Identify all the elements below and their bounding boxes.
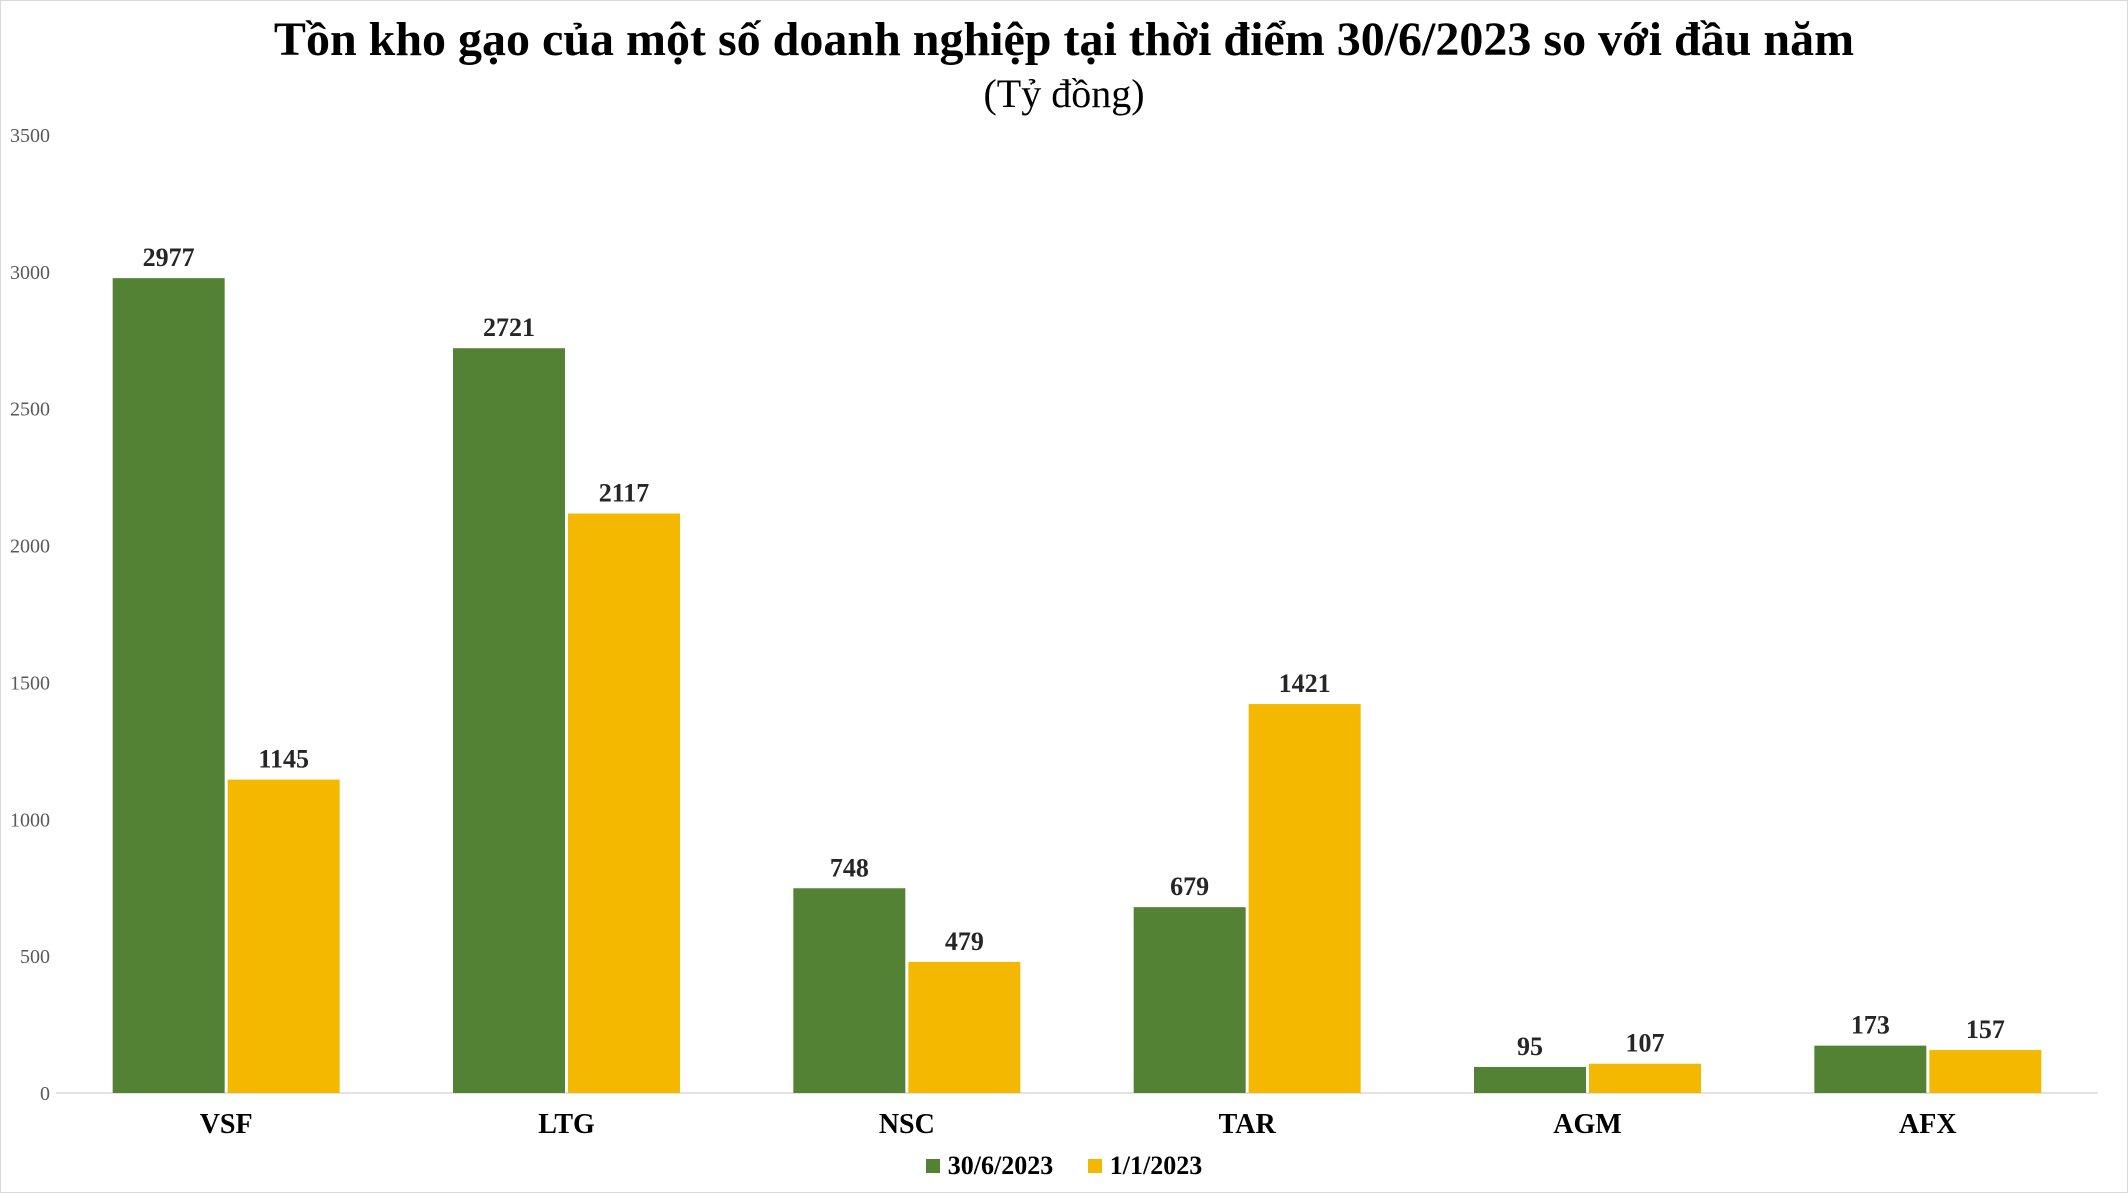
- bar-nsc-series-1: [908, 961, 1021, 1093]
- x-tick-label-afx: AFX: [1899, 1109, 1957, 1140]
- y-tick-label-500: 500: [20, 946, 50, 968]
- data-label-agm-series-1: 107: [1626, 1029, 1665, 1058]
- legend: 30/6/2023 1/1/2023: [0, 1150, 2128, 1181]
- data-label-vsf-series-0: 2977: [143, 243, 195, 272]
- x-tick-label-tar: TAR: [1219, 1109, 1277, 1140]
- y-tick-label-1000: 1000: [10, 809, 50, 831]
- data-label-afx-series-1: 157: [1966, 1015, 2005, 1044]
- data-label-ltg-series-0: 2721: [483, 313, 535, 342]
- y-tick-label-3000: 3000: [10, 262, 50, 284]
- legend-item-series-0: 30/6/2023: [925, 1151, 1054, 1181]
- x-tick-label-agm: AGM: [1553, 1109, 1621, 1140]
- data-label-afx-series-0: 173: [1851, 1011, 1890, 1040]
- x-tick-label-vsf: VSF: [200, 1109, 253, 1140]
- data-labels: 2977 1145 2721 2117 748 479 679 1421 95 107 173 157: [143, 243, 2005, 1061]
- bar-vsf-series-0: [112, 278, 225, 1093]
- chart-title: Tồn kho gạo của một số doanh nghiệp tại …: [273, 13, 1855, 66]
- x-tick-label-nsc: NSC: [879, 1109, 935, 1140]
- y-tick-label-2500: 2500: [10, 399, 50, 421]
- data-label-agm-series-0: 95: [1517, 1032, 1543, 1061]
- bar-ltg-series-0: [453, 348, 565, 1094]
- data-label-nsc-series-0: 748: [830, 853, 869, 882]
- bar-nsc-series-0: [793, 888, 906, 1093]
- bar-ltg-series-1: [568, 513, 680, 1093]
- bars-group: [112, 278, 2042, 1094]
- bar-tar-series-0: [1133, 907, 1246, 1093]
- legend-swatch-series-1: [1087, 1159, 1102, 1173]
- y-tick-label-3500: 3500: [10, 125, 50, 147]
- data-label-tar-series-0: 679: [1170, 872, 1209, 901]
- data-label-ltg-series-1: 2117: [599, 479, 650, 508]
- chart-subtitle: (Tỷ đồng): [983, 71, 1145, 116]
- x-axis-ticks: VSF LTG NSC TAR AGM AFX: [200, 1109, 1957, 1140]
- data-label-vsf-series-1: 1145: [258, 745, 309, 774]
- y-tick-label-1500: 1500: [10, 672, 50, 694]
- bar-afx-series-0: [1814, 1045, 1927, 1093]
- bar-agm-series-0: [1474, 1066, 1586, 1093]
- legend-swatch-series-0: [925, 1159, 940, 1173]
- y-tick-label-0: 0: [40, 1083, 50, 1105]
- data-label-nsc-series-1: 479: [945, 927, 984, 956]
- y-axis-ticks: 0 500 1000 1500 2000 2500 3000 3500: [10, 125, 50, 1105]
- bar-agm-series-1: [1589, 1063, 1701, 1093]
- legend-label-series-0: 30/6/2023: [947, 1151, 1054, 1180]
- x-tick-label-ltg: LTG: [538, 1109, 595, 1140]
- bar-afx-series-1: [1929, 1050, 2042, 1093]
- legend-item-series-1: 1/1/2023: [1087, 1151, 1203, 1181]
- bar-vsf-series-1: [227, 779, 340, 1093]
- y-tick-label-2000: 2000: [10, 536, 50, 558]
- data-label-tar-series-1: 1421: [1279, 669, 1331, 698]
- bar-tar-series-1: [1248, 704, 1361, 1093]
- legend-label-series-1: 1/1/2023: [1109, 1151, 1203, 1180]
